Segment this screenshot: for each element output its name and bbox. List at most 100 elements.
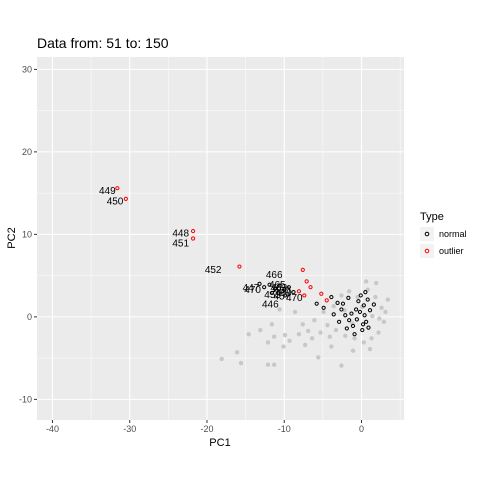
background-point <box>312 317 317 323</box>
normal-point <box>360 322 366 327</box>
background-point <box>300 322 305 327</box>
normal-point <box>354 317 359 322</box>
background-point <box>377 316 382 321</box>
y-tick-label: 0 <box>27 312 32 322</box>
background-point <box>246 332 251 337</box>
point-label: 466 <box>266 270 283 281</box>
normal-point <box>282 287 287 292</box>
normal-point <box>358 293 363 298</box>
legend-entry-label: outlier <box>439 246 464 256</box>
background-point <box>281 344 286 349</box>
outlier-point <box>296 289 302 294</box>
point-label: 453 <box>264 290 281 301</box>
y-tick-label: 30 <box>22 64 32 74</box>
legend-key <box>420 227 434 241</box>
normal-point <box>363 290 368 295</box>
normal-point <box>321 305 326 310</box>
background-point <box>350 348 356 353</box>
background-point <box>265 362 271 367</box>
outlier-point <box>115 186 120 191</box>
normal-point <box>367 308 373 313</box>
background-point <box>271 362 277 367</box>
normal-point <box>262 285 267 290</box>
y-tick-label: -10 <box>19 394 32 404</box>
normal-point <box>340 301 346 306</box>
normal-point <box>282 293 288 298</box>
major-gridlines <box>37 57 404 420</box>
x-tick-label: -40 <box>46 424 59 434</box>
background-point <box>316 355 321 360</box>
point-label: 457 <box>274 291 291 302</box>
normal-point <box>286 285 291 290</box>
outlier-point <box>190 236 196 241</box>
normal-point <box>335 300 340 305</box>
normal-point <box>257 281 262 286</box>
background-point <box>333 327 339 333</box>
legend-key <box>420 244 434 258</box>
background-points <box>219 279 390 368</box>
normal-point <box>291 290 296 295</box>
background-point <box>287 338 292 343</box>
background-point <box>385 297 390 302</box>
normal-point <box>336 319 342 324</box>
point-label: 449 <box>99 186 116 197</box>
point-label: 470 <box>286 293 303 304</box>
background-point <box>302 342 308 348</box>
y-axis-ticks: -10 0 10 20 30 <box>19 64 37 404</box>
legend-title: Type <box>420 211 444 223</box>
legend-key-marker <box>424 248 430 254</box>
background-point <box>292 309 298 315</box>
background-point <box>383 309 388 315</box>
background-point <box>331 303 336 309</box>
background-point <box>361 340 367 345</box>
x-tick-label: -30 <box>123 424 136 434</box>
background-point <box>352 336 357 341</box>
plot-panel <box>37 57 404 420</box>
point-label: 450 <box>107 197 124 208</box>
x-tick-label: -10 <box>278 424 291 434</box>
background-point <box>360 304 365 310</box>
background-point <box>271 334 277 339</box>
outlier-point <box>324 298 329 303</box>
background-point <box>309 336 315 341</box>
point-label: 451 <box>172 239 189 250</box>
outlier-point <box>237 264 242 269</box>
normal-point <box>277 283 282 288</box>
normal-point <box>364 319 369 324</box>
x-axis-ticks: -40 -30 -20 -10 0 <box>46 420 364 434</box>
outlier-point <box>308 285 313 290</box>
normal-point <box>360 327 365 333</box>
normal-point <box>357 309 363 315</box>
x-tick-label: -20 <box>200 424 213 434</box>
normal-point <box>361 303 366 308</box>
normal-point <box>347 318 352 323</box>
background-point <box>370 313 375 319</box>
outlier-point <box>190 228 196 234</box>
background-point <box>277 307 282 312</box>
normal-point <box>339 307 344 312</box>
legend: Type normal outlier <box>420 211 467 258</box>
outlier-point <box>123 196 128 201</box>
background-point <box>265 340 271 345</box>
point-label: 448 <box>172 229 189 240</box>
background-point <box>379 305 384 310</box>
background-point <box>346 289 352 294</box>
background-point <box>321 309 326 315</box>
point-label: 460 <box>274 286 291 297</box>
point-label: 452 <box>205 265 222 276</box>
legend-key-marker <box>424 231 430 237</box>
background-point <box>363 279 369 284</box>
outlier-point <box>319 291 324 296</box>
background-point <box>238 360 244 366</box>
point-label: 446 <box>262 300 279 311</box>
background-point <box>381 319 387 325</box>
x-tick-label: 0 <box>359 424 364 434</box>
outlier-point <box>300 267 305 272</box>
x-axis-title: PC1 <box>209 437 230 449</box>
point-label: 447 <box>243 283 260 294</box>
series-points <box>115 186 376 337</box>
background-point <box>318 330 323 335</box>
normal-point <box>344 326 349 331</box>
